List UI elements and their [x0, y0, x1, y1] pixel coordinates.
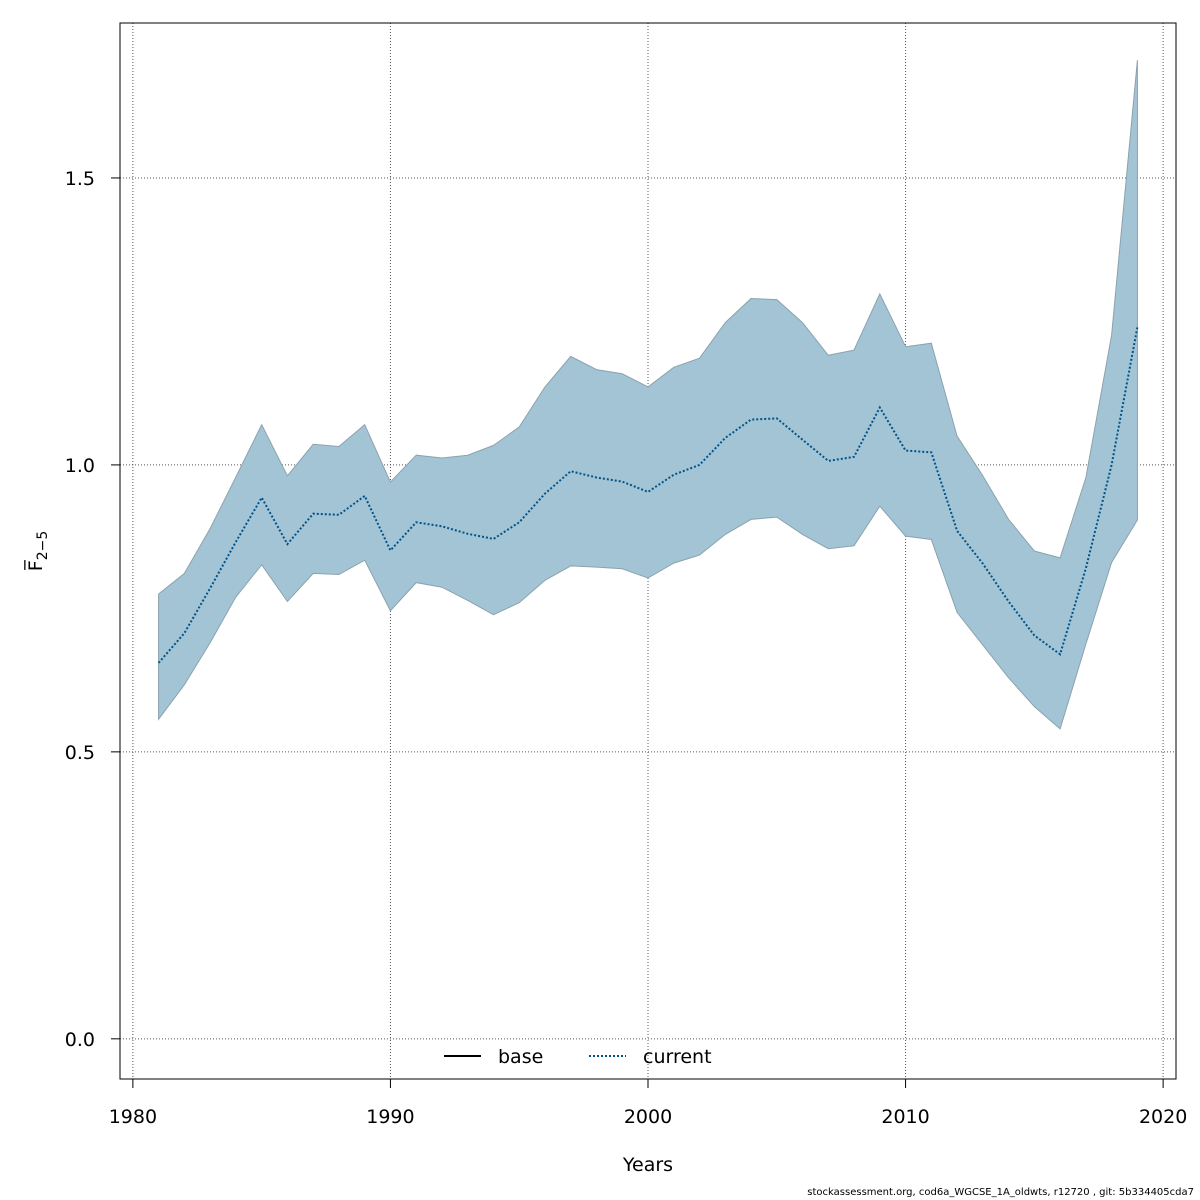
- y-tick-label-1.5: 1.5: [65, 168, 95, 190]
- y-tick-label-1.0: 1.0: [65, 455, 95, 477]
- x-tick-label-2020: 2020: [1139, 1106, 1187, 1128]
- x-tick-label-2010: 2010: [881, 1106, 929, 1128]
- x-tick-label-1980: 1980: [109, 1106, 157, 1128]
- legend-label-base: base: [498, 1046, 543, 1068]
- x-axis-label: Years: [622, 1154, 673, 1176]
- y-axis-label-main: F̅: [23, 559, 47, 571]
- svg-text:F̅2−5: F̅2−5: [23, 531, 51, 571]
- legend: base current: [444, 1046, 712, 1068]
- legend-label-current: current: [643, 1046, 712, 1068]
- series-line-current: [157, 327, 1139, 664]
- x-axis: 1980 1990 2000 2010 2020: [109, 1079, 1187, 1128]
- y-tick-label-0.5: 0.5: [65, 742, 95, 764]
- confidence-band: [158, 60, 1138, 730]
- x-tick-label-1990: 1990: [366, 1106, 414, 1128]
- y-axis: 0.0 0.5 1.0 1.5: [65, 168, 120, 1051]
- x-tick-label-2000: 2000: [624, 1106, 672, 1128]
- y-tick-label-0.0: 0.0: [65, 1029, 95, 1051]
- y-axis-label-subscript: 2−5: [35, 531, 51, 561]
- y-axis-label: F̅2−5: [23, 531, 51, 571]
- footer-note: stockassessment.org, cod6a_WGCSE_1A_oldw…: [807, 1187, 1194, 1198]
